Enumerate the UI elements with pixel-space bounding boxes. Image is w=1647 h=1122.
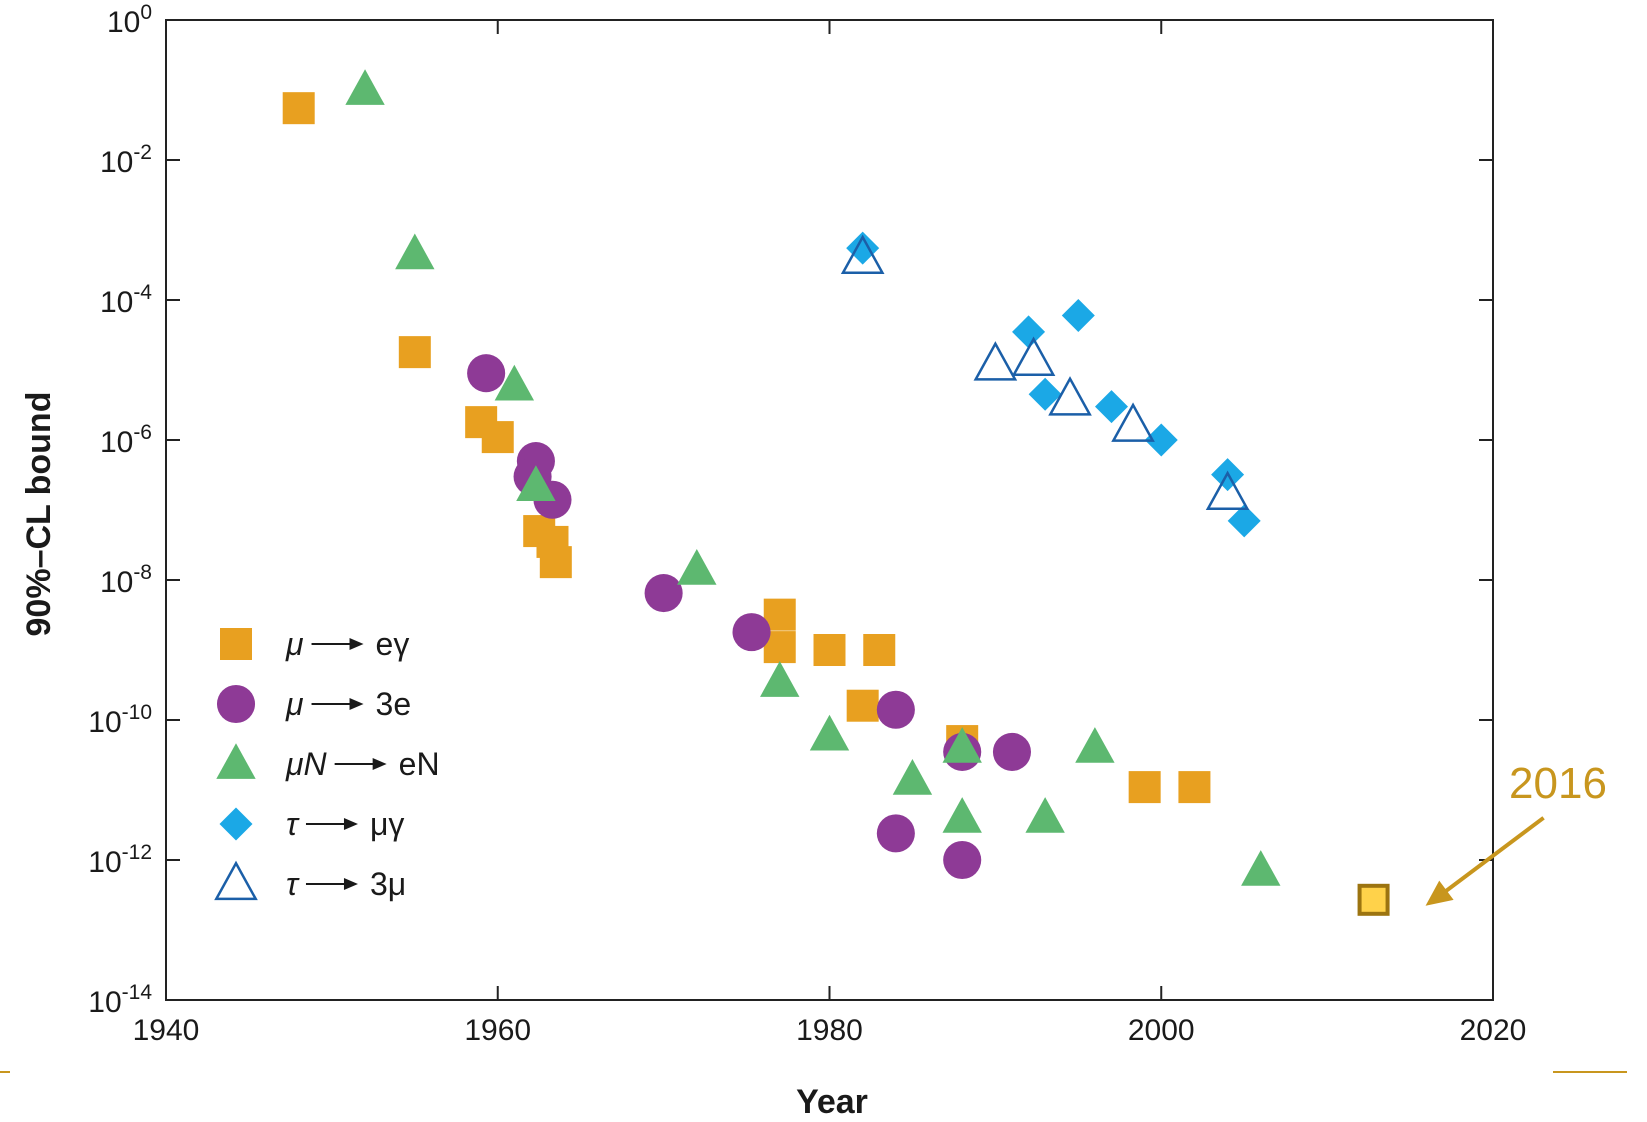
data-point-1-10 — [943, 841, 981, 879]
y-tick-label-1e-10: 10-10 — [88, 701, 152, 739]
legend-arrow-head-0 — [350, 638, 364, 650]
legend-label-from-4: τ — [286, 866, 300, 902]
legend-arrow-head-3 — [344, 818, 358, 830]
series-4 — [843, 237, 1247, 509]
legend-label-from-3: τ — [286, 806, 300, 842]
data-point-3-3 — [1029, 378, 1062, 411]
data-point-0-14 — [1178, 771, 1210, 803]
data-point-2-5 — [760, 661, 799, 697]
data-point-2-7 — [893, 759, 932, 795]
y-tick-label-1e-6: 10-6 — [100, 421, 152, 459]
data-point-1-6 — [877, 691, 915, 729]
series-3 — [846, 232, 1261, 538]
x-tick-label-1980: 1980 — [796, 1014, 863, 1047]
data-point-1-9 — [877, 814, 915, 852]
data-point-4-2 — [1014, 339, 1053, 375]
data-point-2-11 — [1075, 727, 1114, 763]
data-point-2-0 — [345, 69, 384, 105]
series-1 — [467, 354, 1031, 879]
y-tick-label-1e-8: 10-8 — [100, 561, 152, 599]
data-point-2-9 — [942, 797, 981, 833]
y-tick-label-1e-4: 10-4 — [100, 281, 152, 319]
y-tick-label-1e0: 100 — [107, 1, 152, 39]
x-tick-label-1960: 1960 — [464, 1014, 531, 1047]
data-point-3-2 — [1062, 299, 1095, 332]
data-point-2-4 — [677, 549, 716, 585]
legend-marker-2 — [216, 743, 255, 779]
x-axis-title: Year — [796, 1083, 868, 1121]
x-tick-label-1940: 1940 — [133, 1014, 200, 1047]
x-tick-labels: 1940 1960 1980 2000 2020 — [133, 1014, 1527, 1047]
data-point-1-8 — [993, 733, 1031, 771]
annotation-arrow-line — [1440, 818, 1544, 896]
legend-marker-3 — [220, 808, 253, 841]
legend-label-to-4: 3μ — [370, 866, 406, 902]
data-point-1-4 — [645, 574, 683, 612]
data-point-2-1 — [395, 234, 434, 270]
legend: μ eγ μ 3e μN eN τ μγ τ 3μ — [216, 626, 439, 902]
data-point-1-5 — [732, 613, 770, 651]
y-tick-label-1e-12: 10-12 — [88, 841, 152, 879]
data-point-3-4 — [1095, 390, 1128, 423]
data-point-0-6 — [540, 546, 572, 578]
data-point-0-10 — [863, 634, 895, 666]
legend-arrow-head-4 — [344, 878, 358, 890]
legend-arrow-head-1 — [350, 698, 364, 710]
legend-marker-4 — [216, 863, 255, 899]
series-0 — [283, 92, 1211, 803]
data-point-2-10 — [1025, 797, 1064, 833]
data-point-2-12 — [1241, 850, 1280, 886]
legend-entry-0: μ eγ — [220, 626, 409, 662]
legend-entry-1: μ 3e — [217, 685, 411, 723]
data-point-3-1 — [1012, 315, 1045, 348]
annotation-point — [1360, 886, 1388, 914]
axes — [166, 20, 1493, 1000]
x-tick-label-2000: 2000 — [1128, 1014, 1195, 1047]
legend-label-to-1: 3e — [376, 686, 412, 722]
legend-label-to-2: eN — [399, 746, 440, 782]
annotation-arrow-head — [1426, 881, 1454, 906]
y-tick-label-1e-2: 10-2 — [100, 141, 152, 179]
annotation: 2016 — [1360, 759, 1607, 914]
y-axis-title: 90%–CL bound — [20, 392, 58, 637]
legend-label-to-0: eγ — [376, 626, 410, 662]
data-point-0-3 — [482, 421, 514, 453]
data-point-0-11 — [847, 690, 879, 722]
legend-entry-3: τ μγ — [220, 806, 405, 842]
series-2 — [345, 69, 1280, 886]
data-point-0-1 — [399, 336, 431, 368]
tick-marks — [166, 20, 1493, 1000]
legend-arrow-head-2 — [373, 758, 387, 770]
legend-label-from-1: μ — [285, 686, 304, 722]
data-point-2-6 — [810, 715, 849, 751]
legend-entry-2: μN eN — [216, 743, 439, 782]
legend-label-from-2: μN — [285, 746, 328, 782]
data-point-0-0 — [283, 92, 315, 124]
legend-marker-1 — [217, 685, 255, 723]
legend-label-from-0: μ — [285, 626, 304, 662]
data-point-1-0 — [467, 354, 505, 392]
legend-entry-4: τ 3μ — [216, 863, 406, 902]
legend-label-to-3: μγ — [370, 806, 404, 842]
data-point-4-1 — [976, 344, 1015, 380]
x-tick-label-2020: 2020 — [1460, 1014, 1527, 1047]
plot-frame — [166, 20, 1493, 1000]
legend-marker-0 — [220, 628, 252, 660]
data-point-0-13 — [1129, 771, 1161, 803]
annotation-label: 2016 — [1509, 759, 1607, 808]
data-point-0-9 — [814, 634, 846, 666]
